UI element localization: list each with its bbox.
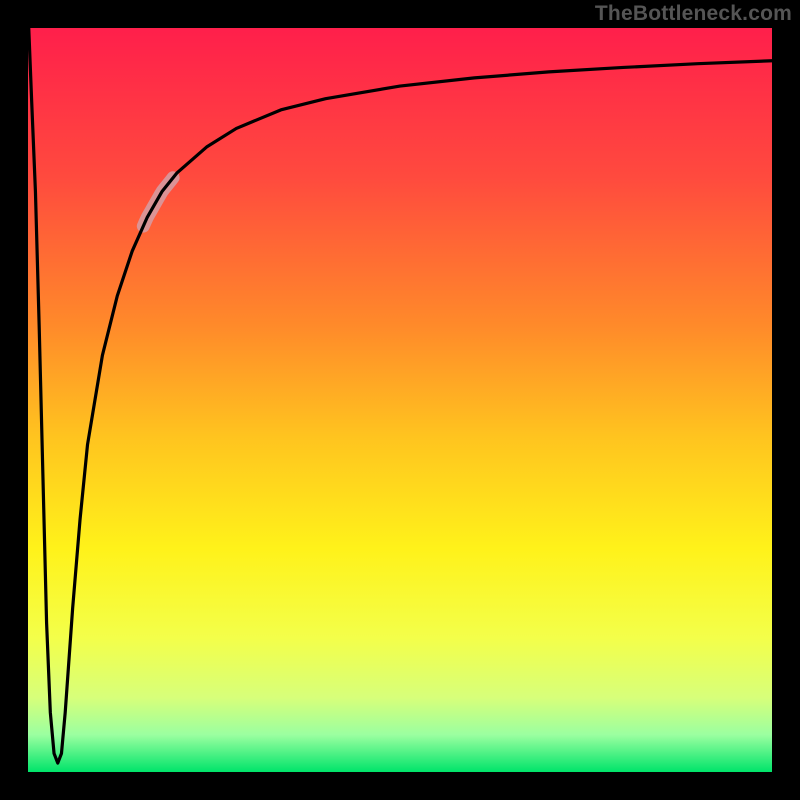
attribution-label: TheBottleneck.com [595,2,792,26]
plot-background [28,28,772,772]
chart-container: TheBottleneck.com [0,0,800,800]
bottleneck-chart [0,0,800,800]
